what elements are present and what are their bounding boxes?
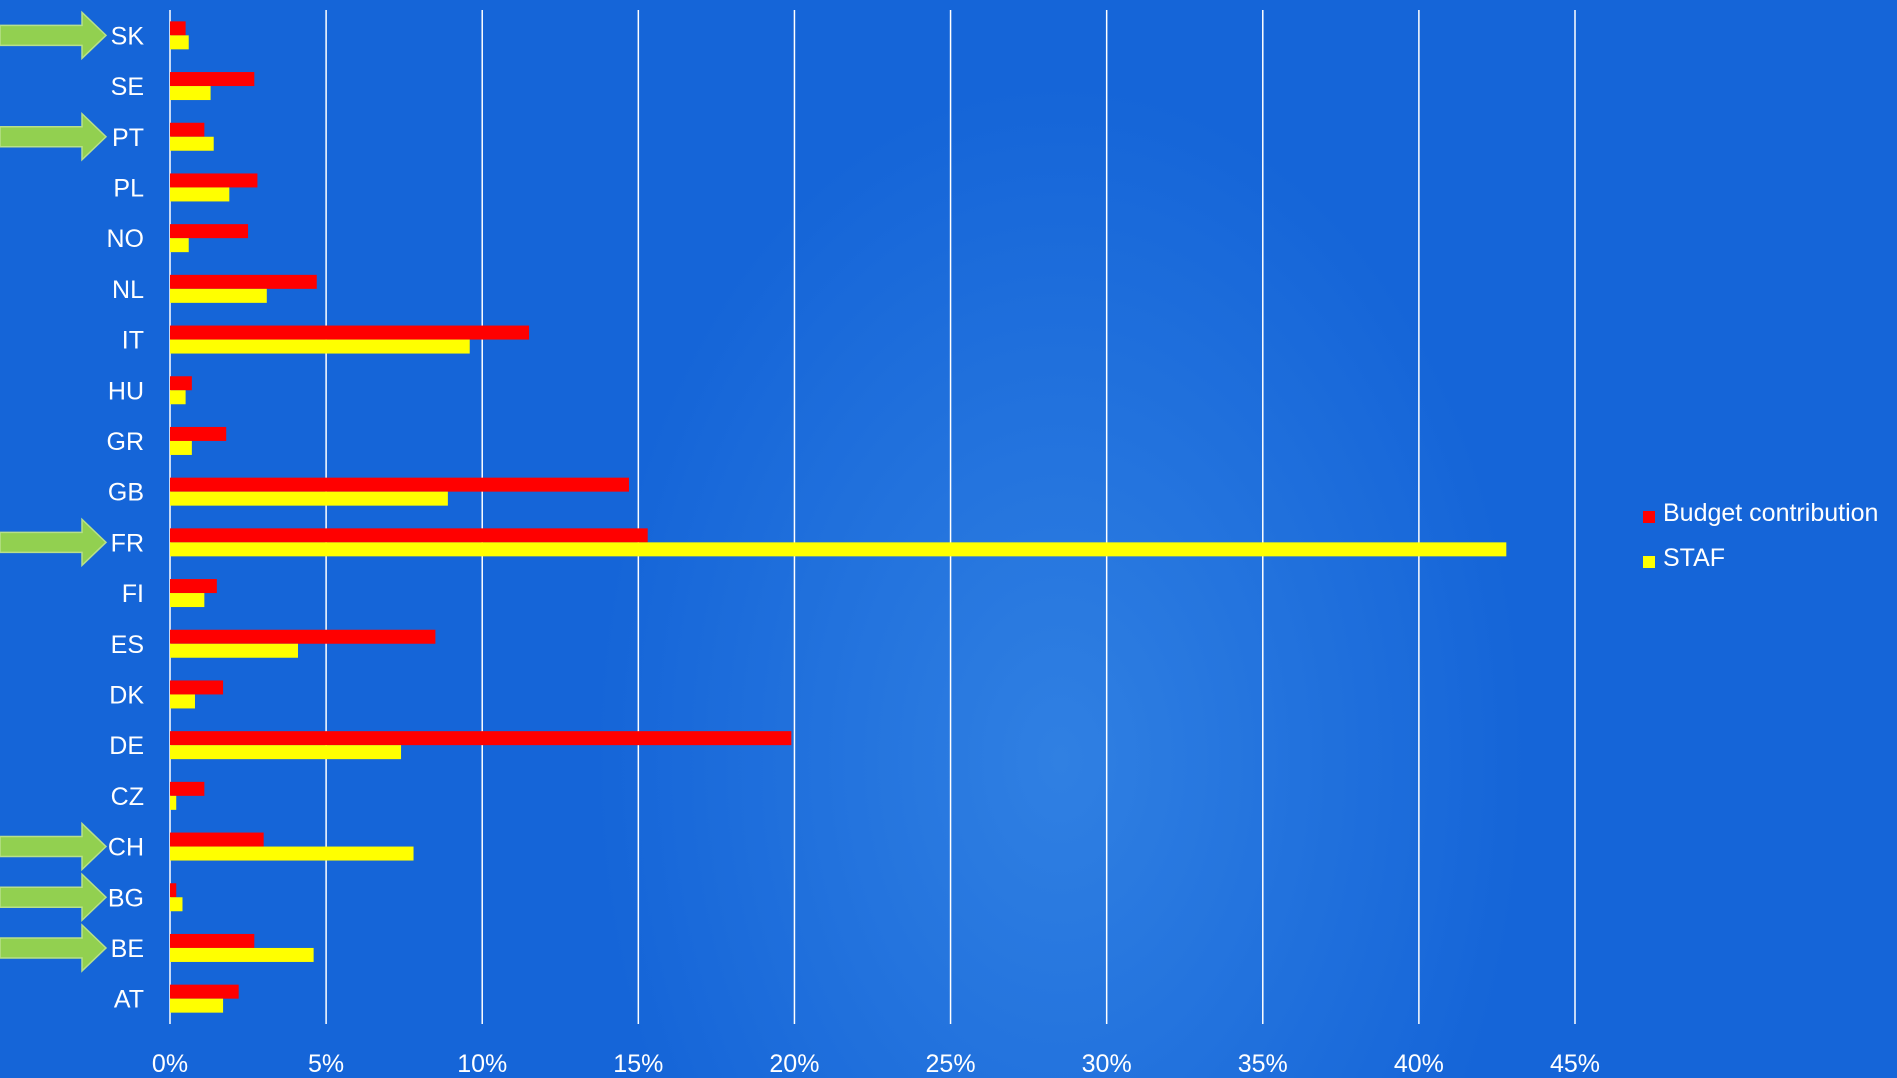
right-arrow-icon [0, 517, 108, 568]
bar-staf-fr [170, 542, 1507, 557]
legend-swatch [1643, 511, 1655, 523]
bar-staf-bg [170, 897, 183, 912]
x-tick-label: 45% [1550, 1050, 1600, 1078]
category-label: BG [108, 884, 144, 912]
category-label: SK [111, 22, 145, 50]
category-label: FR [111, 529, 144, 557]
bar-staf-at [170, 998, 224, 1013]
bars [170, 21, 1507, 1013]
x-tick-label: 35% [1238, 1050, 1288, 1078]
legend-label: STAF [1663, 544, 1725, 572]
bar-staf-de [170, 745, 402, 760]
right-arrow-icon [0, 923, 108, 973]
bar-staf-hu [170, 390, 186, 405]
bar-staf-it [170, 339, 470, 354]
right-arrow-icon [0, 872, 108, 923]
bar-staf-no [170, 238, 189, 253]
bar-budget-contribution-es [170, 629, 436, 644]
category-labels: SK SE PT PL NO NL IT HU GR GB FR FI ES DK DE CZ CH BG BE AT [107, 22, 145, 1013]
category-label: HU [108, 377, 144, 405]
bar-budget-contribution-bg [170, 883, 177, 898]
category-label: PL [113, 174, 144, 202]
category-label: ES [111, 631, 144, 659]
legend: Budget contribution STAF [1643, 499, 1878, 572]
bar-staf-be [170, 947, 314, 962]
gridlines [169, 10, 1576, 1024]
bar-staf-cz [170, 795, 177, 810]
bar-staf-gr [170, 440, 192, 455]
x-tick-label: 25% [926, 1050, 976, 1078]
category-label: NO [107, 225, 145, 253]
bar-staf-dk [170, 694, 195, 709]
bar-staf-fi [170, 593, 205, 608]
category-label: GR [107, 428, 145, 456]
category-label: CZ [111, 783, 144, 811]
bar-staf-pl [170, 187, 230, 202]
x-axis-tick-labels: 0% 5% 10% 15% 20% 25% 30% 35% 40% 45% [152, 1050, 1600, 1078]
bar-staf-es [170, 643, 299, 658]
x-tick-label: 5% [308, 1050, 344, 1078]
category-label: DE [109, 732, 144, 760]
category-label: SE [111, 73, 144, 101]
legend-label: Budget contribution [1663, 499, 1878, 527]
x-tick-label: 40% [1394, 1050, 1444, 1078]
bar-budget-contribution-it [170, 325, 530, 340]
bar-budget-contribution-no [170, 224, 249, 239]
category-label: CH [108, 834, 144, 862]
legend-swatch [1643, 556, 1655, 568]
bar-staf-se [170, 86, 211, 101]
category-label: DK [109, 681, 144, 709]
bar-staf-nl [170, 288, 267, 303]
bar-staf-ch [170, 846, 414, 861]
bar-budget-contribution-pt [170, 122, 205, 137]
bar-staf-pt [170, 136, 214, 151]
category-label: NL [112, 276, 144, 304]
bar-budget-contribution-fi [170, 579, 217, 594]
bar-budget-contribution-be [170, 933, 255, 948]
bar-budget-contribution-cz [170, 781, 205, 796]
category-label: PT [112, 124, 144, 152]
bar-budget-contribution-ch [170, 832, 264, 847]
right-arrow-icon [0, 111, 108, 162]
bar-budget-contribution-pl [170, 173, 258, 188]
bar-budget-contribution-fr [170, 528, 648, 543]
bar-budget-contribution-nl [170, 274, 317, 289]
bar-budget-contribution-gb [170, 477, 629, 492]
bar-budget-contribution-hu [170, 376, 192, 391]
category-label: IT [122, 327, 144, 355]
bar-budget-contribution-at [170, 984, 239, 999]
highlight-arrows [0, 10, 108, 973]
bar-budget-contribution-de [170, 731, 792, 746]
x-tick-label: 15% [613, 1050, 663, 1078]
x-tick-label: 10% [457, 1050, 507, 1078]
bar-budget-contribution-se [170, 72, 255, 87]
bar-staf-gb [170, 491, 448, 506]
bar-budget-contribution-sk [170, 21, 186, 36]
bar-budget-contribution-gr [170, 426, 227, 441]
category-label: AT [114, 986, 144, 1014]
x-tick-label: 0% [152, 1050, 188, 1078]
right-arrow-icon [0, 821, 108, 872]
category-label: FI [122, 580, 144, 608]
bar-budget-contribution-dk [170, 680, 224, 695]
category-label: BE [111, 935, 144, 963]
category-label: GB [108, 479, 144, 507]
x-tick-label: 30% [1082, 1050, 1132, 1078]
right-arrow-icon [0, 10, 108, 61]
bar-staf-sk [170, 35, 189, 50]
x-tick-label: 20% [769, 1050, 819, 1078]
